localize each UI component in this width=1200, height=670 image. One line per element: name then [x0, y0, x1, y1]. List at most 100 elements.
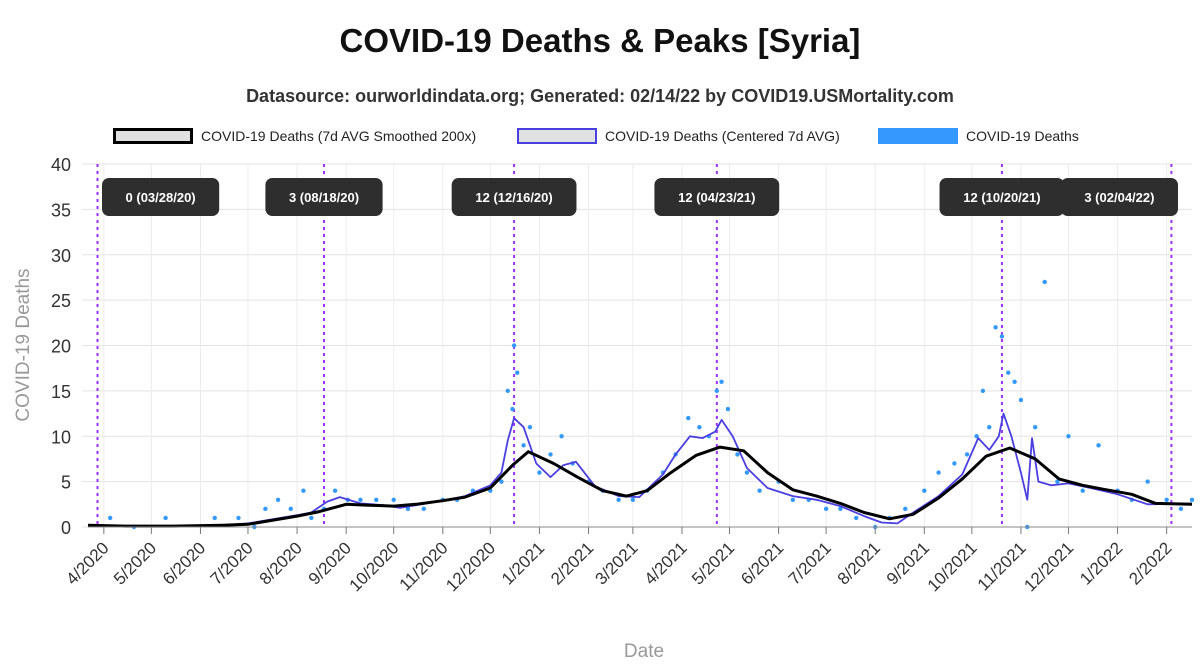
x-tick-label: 6/2020 [159, 538, 209, 588]
daily-deaths-point [993, 325, 998, 330]
y-tick-label: 35 [51, 200, 71, 220]
daily-deaths-point [510, 406, 515, 412]
y-tick-label: 5 [61, 473, 71, 493]
legend-label-smoothed: COVID-19 Deaths (7d AVG Smoothed 200x) [201, 128, 477, 144]
x-tick-label: 11/2020 [396, 538, 452, 594]
daily-deaths-point [697, 424, 702, 430]
peak-label-text: 12 (04/23/21) [678, 190, 755, 205]
daily-deaths-point [1164, 497, 1169, 502]
legend-swatch-centered [517, 128, 597, 144]
legend-swatch-smoothed [113, 128, 193, 144]
legend-label-daily: COVID-19 Deaths [966, 128, 1079, 144]
peak-label: 0 (03/28/20) [102, 178, 220, 216]
peak-label-box [451, 178, 577, 216]
x-tick-label: 7/2020 [207, 538, 257, 588]
daily-deaths-point [505, 388, 510, 394]
legend-item-centered[interactable]: COVID-19 Deaths (Centered 7d AVG) [517, 124, 840, 148]
x-tick-label: 12/2021 [1020, 538, 1077, 595]
daily-deaths-point [964, 452, 970, 457]
legend: COVID-19 Deaths (7d AVG Smoothed 200x) C… [0, 124, 1200, 148]
peak-label: 3 (08/18/20) [265, 178, 383, 216]
x-tick-label: 4/2021 [641, 538, 691, 588]
peak-lines [96, 164, 1173, 527]
daily-deaths-point [332, 488, 338, 493]
x-tick-label: 1/2021 [498, 538, 548, 588]
smoothed-7d-avg-line [87, 445, 1193, 528]
daily-deaths-point [1032, 424, 1038, 430]
chart-title: COVID-19 Deaths & Peaks [Syria] [339, 22, 861, 59]
x-tick-label: 7/2021 [785, 538, 835, 588]
y-tick-label: 40 [51, 155, 71, 175]
peak-label-text: 12 (12/16/20) [475, 190, 552, 205]
peak-label-text: 12 (10/20/21) [963, 190, 1040, 205]
daily-deaths-point [903, 506, 908, 512]
legend-item-smoothed[interactable]: COVID-19 Deaths (7d AVG Smoothed 200x) [113, 124, 476, 148]
daily-deaths-points [107, 279, 1195, 530]
y-tick-label: 20 [51, 337, 71, 357]
daily-deaths-point [1018, 397, 1024, 403]
daily-deaths-point [616, 497, 621, 502]
x-tick-label: 5/2020 [110, 538, 160, 588]
daily-deaths-point [537, 470, 542, 475]
daily-deaths-point [719, 379, 724, 384]
daily-deaths-point [511, 343, 517, 348]
peak-label-box [654, 178, 780, 216]
daily-deaths-point [288, 506, 293, 512]
x-tick-label: 5/2021 [688, 538, 738, 588]
series-lines [87, 412, 1193, 528]
daily-deaths-point [521, 443, 526, 448]
legend-item-daily[interactable]: COVID-19 Deaths [878, 124, 1079, 148]
peak-label: 12 (12/16/20) [451, 178, 577, 216]
daily-deaths-point [854, 515, 859, 521]
daily-deaths-point [263, 506, 268, 512]
daily-deaths-point [275, 497, 281, 502]
legend-swatch-daily [878, 128, 958, 144]
daily-deaths-point [527, 424, 533, 430]
y-axis-label: COVID-19 Deaths [13, 268, 34, 421]
daily-deaths-point [936, 470, 941, 475]
daily-deaths-point [744, 470, 750, 475]
chart-subtitle: Datasource: ourworldindata.org; Generate… [246, 86, 954, 106]
y-tick-label: 10 [51, 427, 71, 447]
x-tick-label: 2/2022 [1125, 538, 1175, 588]
daily-deaths-point [421, 506, 426, 512]
peak-label-box [265, 178, 383, 216]
daily-deaths-point [374, 497, 379, 502]
peak-label: 12 (10/20/21) [939, 178, 1065, 216]
daily-deaths-point [980, 388, 986, 394]
x-tick-label: 4/2020 [62, 538, 112, 588]
centered-7d-avg-line [87, 412, 1193, 527]
daily-deaths-point [391, 497, 396, 502]
daily-deaths-point [1178, 506, 1184, 512]
peak-labels: 0 (03/28/20) 3 (08/18/20) 12 (12/16/20) 12 … [102, 178, 1178, 216]
daily-deaths-point [790, 497, 796, 502]
x-tick-label: 1/2022 [1076, 538, 1126, 588]
x-tick-label: 3/2021 [591, 538, 641, 588]
legend-label-centered: COVID-19 Deaths (Centered 7d AVG) [605, 128, 840, 144]
daily-deaths-point [1096, 443, 1101, 448]
daily-deaths-point [301, 488, 306, 493]
daily-deaths-point [212, 515, 217, 521]
daily-deaths-point [823, 506, 829, 512]
daily-deaths-point [405, 506, 411, 512]
daily-deaths-point [163, 515, 168, 521]
peak-label: 12 (04/23/21) [654, 178, 780, 216]
peak-label-box [102, 178, 220, 216]
daily-deaths-point [987, 424, 992, 430]
daily-deaths-point [757, 488, 762, 493]
daily-deaths-point [1006, 370, 1011, 375]
daily-deaths-point [1012, 379, 1017, 384]
daily-deaths-point [974, 434, 979, 439]
peak-label-text: 0 (03/28/20) [126, 190, 196, 205]
daily-deaths-point [499, 479, 504, 484]
daily-deaths-point [999, 334, 1005, 339]
grid [82, 163, 1192, 528]
daily-deaths-point [630, 497, 636, 502]
x-tick-label: 11/2021 [974, 538, 1030, 594]
daily-deaths-point [1066, 434, 1071, 439]
daily-deaths-point [1055, 479, 1060, 484]
daily-deaths-point [559, 434, 564, 439]
daily-deaths-point [1145, 479, 1150, 484]
daily-deaths-point [686, 415, 691, 421]
peak-label-text: 3 (02/04/22) [1084, 190, 1154, 205]
